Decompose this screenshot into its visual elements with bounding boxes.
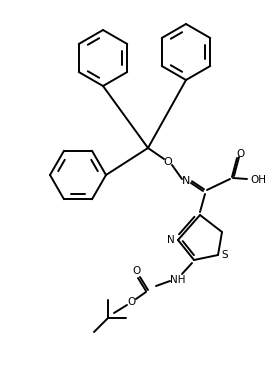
Text: N: N [167,235,175,245]
Text: NH: NH [170,275,186,285]
Text: N: N [182,176,190,186]
Text: OH: OH [250,175,266,185]
Text: O: O [164,157,172,167]
Text: O: O [127,297,135,307]
Text: O: O [132,266,140,276]
Text: S: S [222,250,228,260]
Text: O: O [236,149,244,159]
